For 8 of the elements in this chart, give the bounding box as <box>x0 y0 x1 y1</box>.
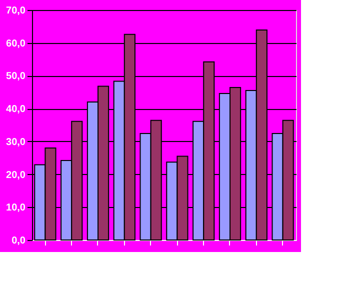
y-tick-label: 30,0 <box>6 136 26 148</box>
y-tick-label: 50,0 <box>6 71 26 82</box>
y-tick-label: 40,0 <box>6 104 26 116</box>
y-tick-label: 60,0 <box>6 38 26 50</box>
y-tick-label: 70,0 <box>6 6 26 16</box>
y-tick-label: 0,0 <box>12 236 26 246</box>
y-tick-label: 20,0 <box>6 170 26 181</box>
y-tick-label: 10,0 <box>6 202 26 214</box>
